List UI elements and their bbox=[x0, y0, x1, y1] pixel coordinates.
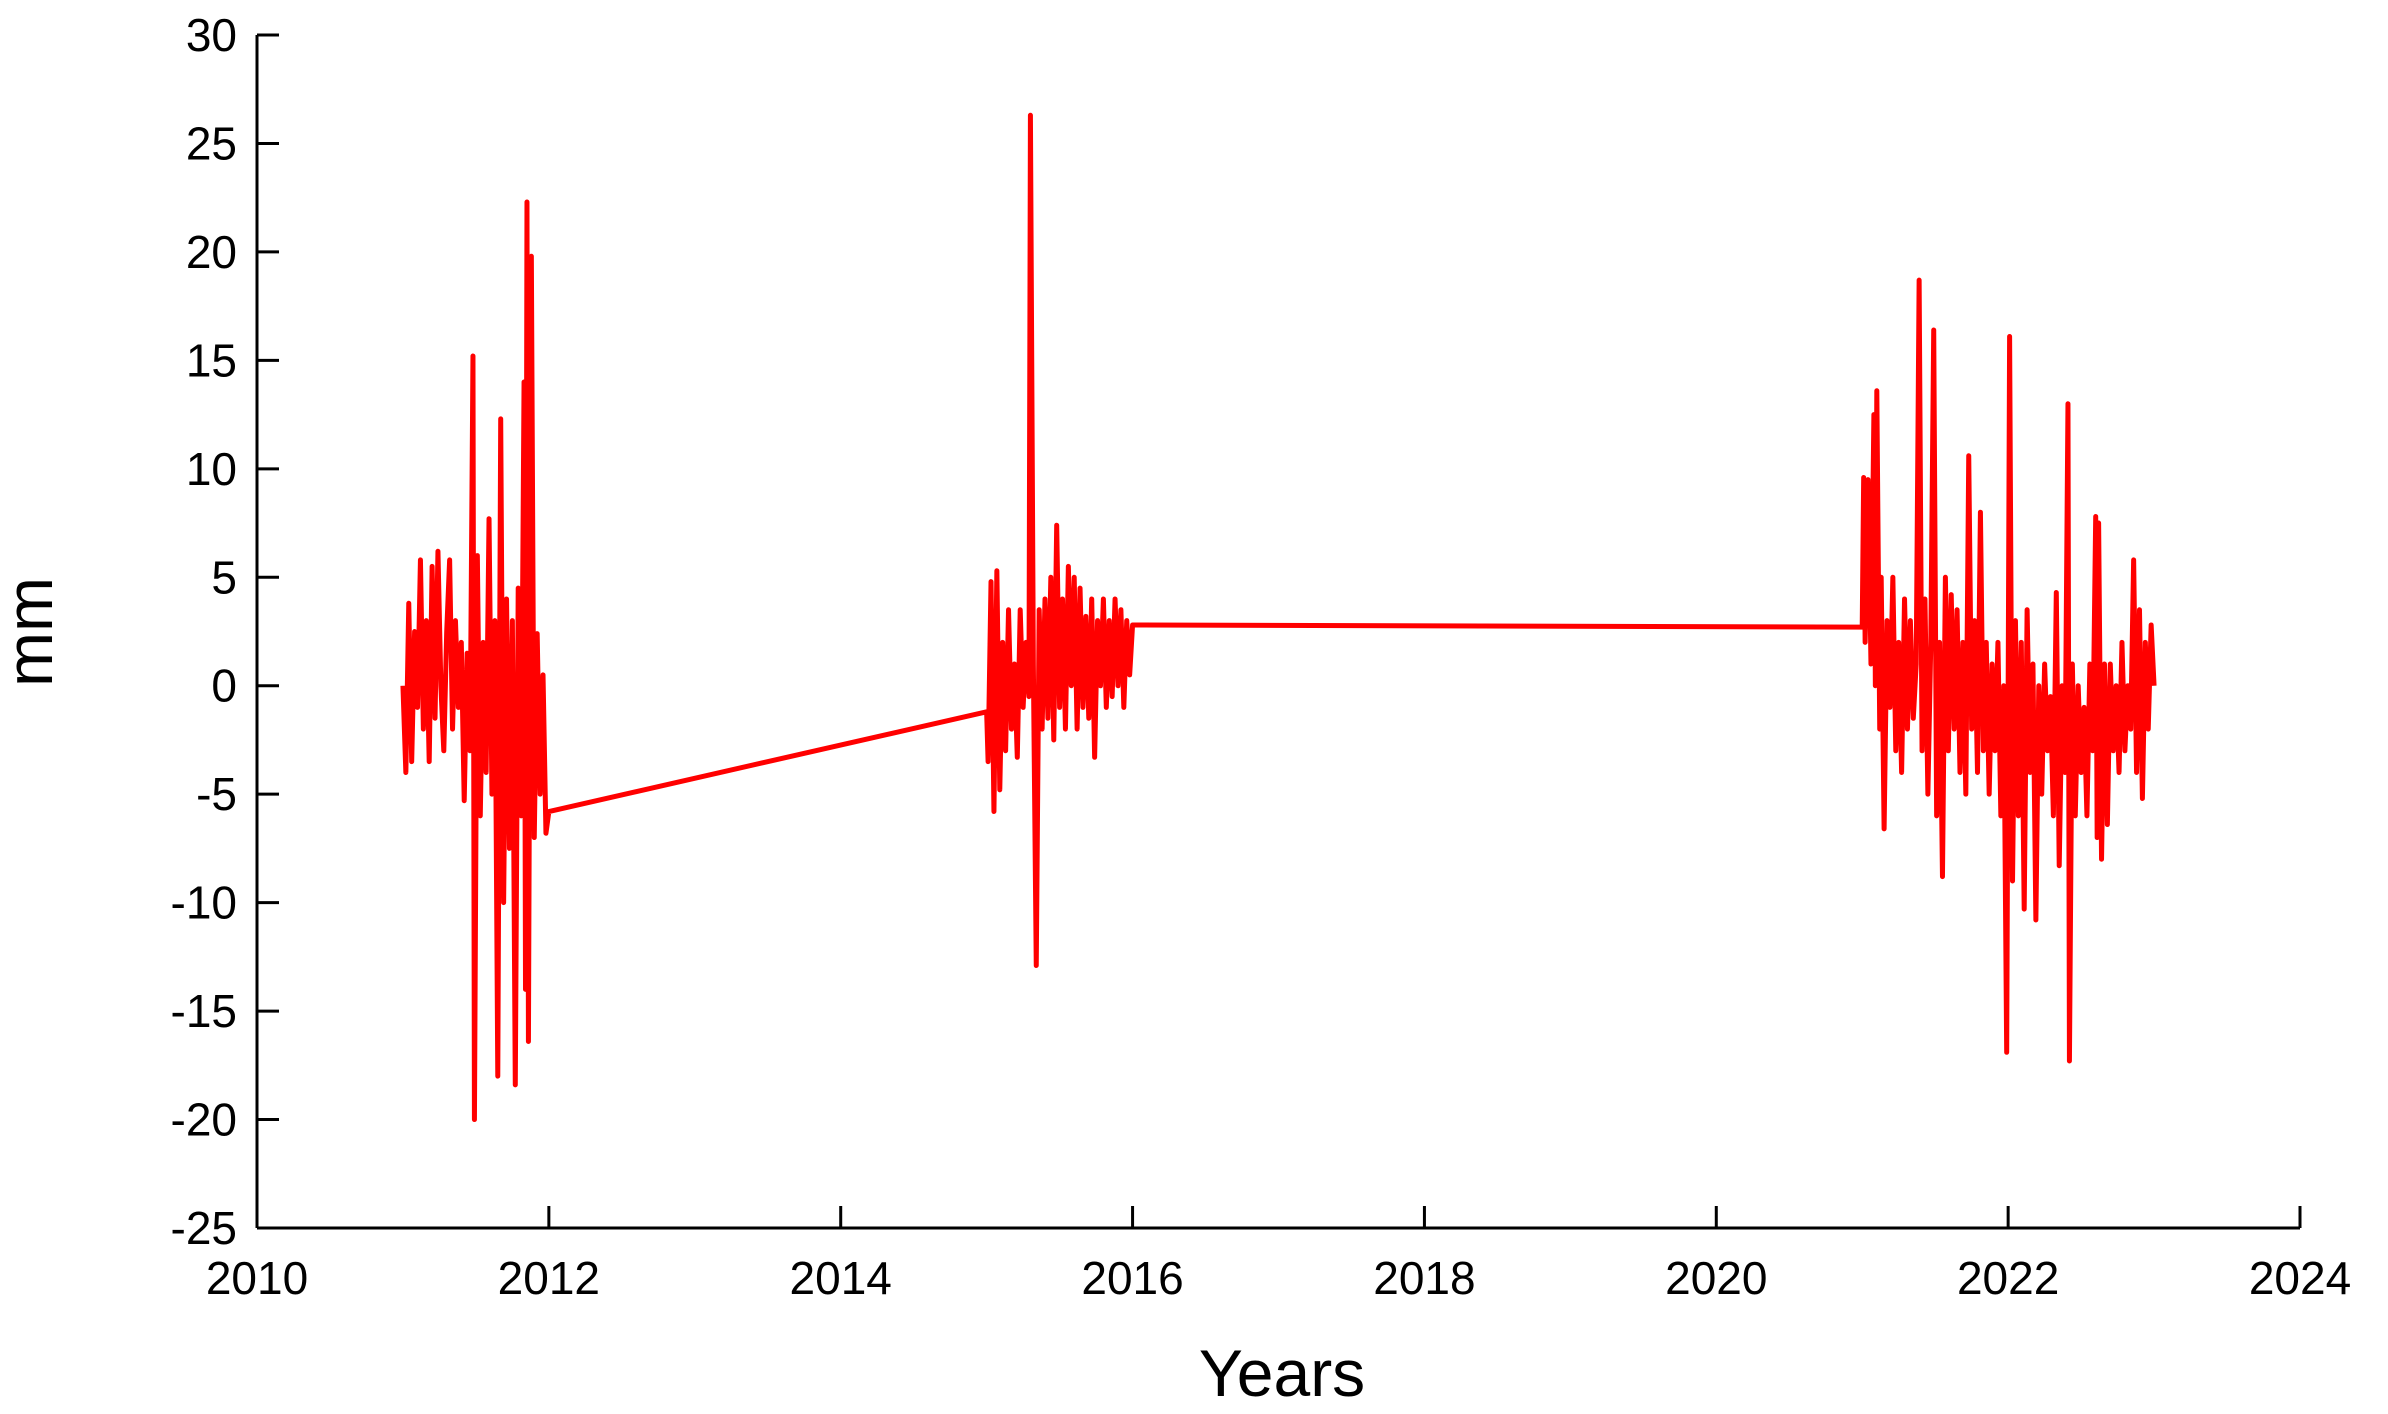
y-tick-label: 0 bbox=[211, 660, 237, 712]
x-tick-label: 2024 bbox=[2249, 1252, 2351, 1304]
y-axis-label: mm bbox=[0, 577, 66, 687]
x-tick-label: 2018 bbox=[1373, 1252, 1475, 1304]
y-tick-label: -15 bbox=[171, 985, 237, 1037]
y-tick-label: 15 bbox=[186, 334, 237, 386]
x-tick-label: 2014 bbox=[790, 1252, 892, 1304]
x-tick-label: 2012 bbox=[498, 1252, 600, 1304]
y-tick-label: 5 bbox=[211, 551, 237, 603]
x-tick-label: 2010 bbox=[206, 1252, 308, 1304]
y-tick-label: -20 bbox=[171, 1094, 237, 1146]
data-line bbox=[400, 112, 2157, 1123]
y-tick-label: -25 bbox=[171, 1202, 237, 1254]
x-tick-label: 2020 bbox=[1665, 1252, 1767, 1304]
x-tick-label: 2022 bbox=[1957, 1252, 2059, 1304]
x-axis-label: Years bbox=[1199, 1336, 1365, 1410]
y-tick-label: 20 bbox=[186, 226, 237, 278]
y-tick-label: -10 bbox=[171, 877, 237, 929]
y-tick-label: -5 bbox=[196, 768, 237, 820]
y-tick-label: 10 bbox=[186, 443, 237, 495]
y-tick-label: 30 bbox=[186, 9, 237, 61]
y-tick-label: 25 bbox=[186, 117, 237, 169]
x-tick-label: 2016 bbox=[1081, 1252, 1183, 1304]
